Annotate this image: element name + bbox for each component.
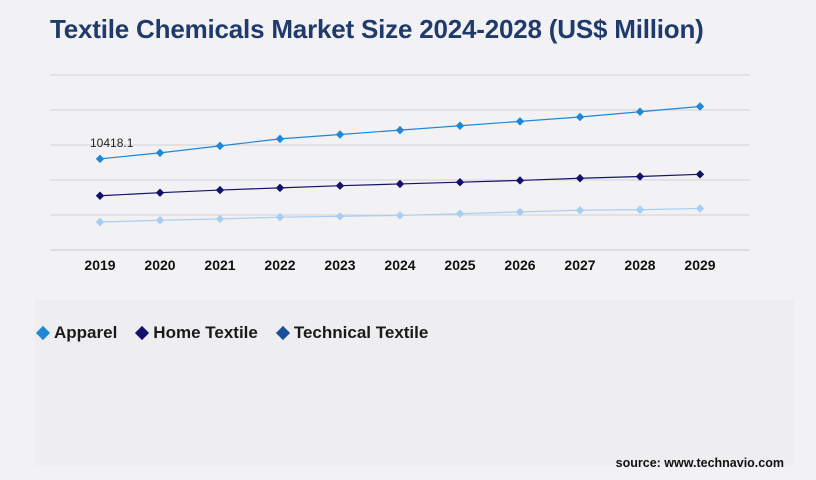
data-point bbox=[335, 130, 345, 139]
x-tick-label: 2021 bbox=[204, 257, 235, 273]
legend-marker-icon bbox=[35, 325, 51, 341]
data-point bbox=[155, 148, 165, 158]
legend-item-apparel: Apparel bbox=[35, 323, 118, 343]
data-point bbox=[395, 125, 405, 135]
data-point bbox=[155, 188, 165, 197]
legend-label: Technical Textile bbox=[293, 323, 429, 342]
data-point bbox=[95, 154, 105, 164]
data-point bbox=[95, 191, 105, 200]
data-point bbox=[515, 176, 525, 185]
x-tick-label: 2029 bbox=[684, 257, 715, 273]
data-point bbox=[695, 204, 705, 213]
x-tick-label: 2022 bbox=[264, 257, 295, 273]
x-tick-label: 2027 bbox=[564, 257, 595, 273]
data-point bbox=[335, 181, 345, 190]
data-label: 10418.1 bbox=[90, 136, 134, 150]
data-point bbox=[455, 121, 465, 130]
legend-label: Home Textile bbox=[153, 323, 258, 342]
legend: Apparel Home Textile Technical Textile bbox=[35, 323, 429, 343]
data-point bbox=[395, 211, 405, 220]
x-tick-label: 2028 bbox=[624, 257, 655, 273]
data-point bbox=[695, 102, 705, 111]
data-point bbox=[455, 209, 465, 218]
data-point bbox=[515, 117, 525, 126]
source-credit: source: www.technavio.com bbox=[615, 456, 784, 470]
legend-marker-icon bbox=[135, 325, 150, 341]
x-tick-label: 2024 bbox=[384, 257, 415, 273]
data-point bbox=[155, 216, 165, 225]
data-point bbox=[215, 214, 225, 224]
chart-title: Textile Chemicals Market Size 2024-2028 … bbox=[50, 14, 704, 44]
data-point bbox=[275, 183, 285, 193]
legend-item-technical-textile: Technical Textile bbox=[275, 323, 429, 343]
data-point bbox=[395, 179, 405, 189]
data-point bbox=[215, 185, 225, 195]
background-panel bbox=[34, 300, 794, 465]
legend-item-home-textile: Home Textile bbox=[135, 323, 258, 343]
data-point bbox=[275, 212, 285, 222]
x-tick-label: 2020 bbox=[144, 257, 175, 273]
data-point bbox=[635, 107, 645, 116]
legend-label: Apparel bbox=[54, 323, 118, 342]
data-point bbox=[455, 177, 465, 187]
data-point bbox=[335, 212, 345, 221]
data-point bbox=[695, 170, 705, 179]
legend-marker-icon bbox=[275, 325, 290, 341]
line-chart: 2019 2020 2021 2022 2023 2024 2025 2026 2027 2028… bbox=[50, 74, 750, 273]
data-point bbox=[215, 141, 225, 151]
data-point bbox=[515, 207, 525, 217]
data-point bbox=[575, 205, 585, 215]
data-point bbox=[95, 217, 105, 227]
data-point bbox=[575, 174, 585, 183]
data-point bbox=[275, 134, 285, 144]
x-tick-label: 2023 bbox=[324, 257, 355, 273]
data-point bbox=[635, 205, 645, 214]
x-tick-label: 2019 bbox=[84, 257, 115, 273]
data-point bbox=[575, 112, 585, 122]
x-tick-label: 2026 bbox=[504, 257, 535, 273]
x-tick-label: 2025 bbox=[444, 257, 475, 273]
data-point bbox=[635, 172, 645, 181]
